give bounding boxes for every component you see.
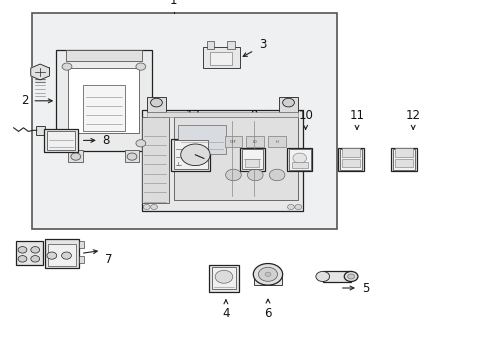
Circle shape [136,140,145,147]
Circle shape [62,63,72,70]
Bar [291,162,307,168]
Bar [178,125,225,154]
Bar [209,265,238,292]
Bar [342,148,359,157]
Circle shape [71,153,81,160]
Bar [224,136,242,147]
Bar [16,241,42,265]
Bar [239,148,264,171]
Text: 10: 10 [298,109,312,122]
Text: LO: LO [252,140,257,144]
Circle shape [282,98,294,107]
Bar [146,112,298,117]
Bar [392,149,414,170]
Bar [79,241,84,248]
Bar [394,158,412,167]
Bar [268,136,285,147]
Bar [206,41,214,49]
Circle shape [61,252,71,259]
Bar [32,13,337,229]
Bar [390,148,416,171]
Bar [342,158,359,167]
Bar [44,129,78,152]
Circle shape [18,256,27,262]
Bar [212,267,235,289]
Circle shape [264,272,270,276]
Bar [322,271,350,282]
Bar [48,244,76,266]
Text: 4: 4 [222,307,229,320]
Circle shape [31,256,40,262]
Circle shape [258,267,277,282]
Circle shape [62,140,72,147]
Circle shape [347,274,354,279]
Bar [340,149,361,170]
Bar [146,97,166,112]
Bar [142,117,168,203]
Bar [142,110,303,211]
Circle shape [253,264,282,285]
Text: OFF: OFF [229,140,236,144]
Circle shape [143,204,150,210]
Circle shape [344,271,357,282]
Text: 11: 11 [349,109,364,122]
Text: 12: 12 [405,109,420,122]
Text: 2: 2 [21,94,28,107]
Text: 7: 7 [105,253,112,266]
Circle shape [181,144,210,166]
Text: HI: HI [275,140,278,144]
Bar [83,85,124,131]
Text: 1: 1 [169,0,177,7]
Circle shape [127,153,137,160]
Circle shape [18,247,27,253]
Circle shape [292,153,306,163]
Polygon shape [31,64,49,80]
Bar [245,159,259,167]
Circle shape [215,270,232,283]
Bar [288,149,310,170]
Bar [47,131,75,150]
Bar [278,97,298,112]
Circle shape [315,271,329,282]
Bar [79,256,84,263]
Bar [394,148,412,157]
Circle shape [47,252,57,259]
Circle shape [31,247,40,253]
Circle shape [150,98,162,107]
Circle shape [294,204,301,210]
Circle shape [247,169,263,181]
Bar [246,136,264,147]
Circle shape [150,204,157,210]
Text: 5: 5 [361,282,368,294]
Bar [124,150,139,162]
Polygon shape [35,79,45,82]
Text: 6: 6 [264,307,271,320]
Bar [227,41,234,49]
Circle shape [287,204,294,210]
Bar [210,52,232,65]
Bar [286,148,312,171]
Bar [68,150,83,162]
Bar [171,139,210,171]
Bar [36,126,45,135]
Bar [66,50,142,61]
Circle shape [269,169,285,181]
Text: I: I [177,162,179,167]
Circle shape [136,63,145,70]
Circle shape [225,169,241,181]
Text: 3: 3 [259,39,266,51]
Bar [242,149,262,169]
Text: 9: 9 [250,109,258,122]
Text: 8: 8 [102,134,110,147]
Bar [173,140,207,169]
Bar [68,68,139,133]
Bar [254,275,281,285]
Text: 13: 13 [185,109,200,122]
Bar [173,117,298,200]
Bar [338,148,363,171]
Bar [203,47,239,68]
Bar [56,50,151,151]
Bar [45,239,79,268]
